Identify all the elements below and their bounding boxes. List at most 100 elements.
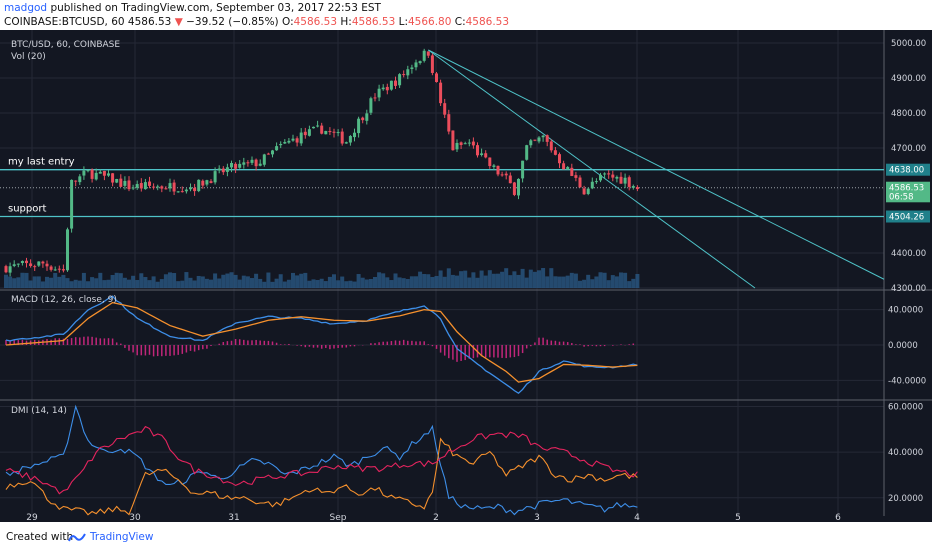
high-label: H:: [340, 16, 352, 28]
candle-body: [578, 177, 582, 188]
volume-bar: [196, 275, 201, 288]
candle-body: [635, 187, 639, 190]
volume-bar: [315, 280, 320, 288]
volume-bar: [131, 275, 136, 288]
time-tick: 2: [433, 513, 439, 522]
publisher-line: madgod published on TradingView.com, Sep…: [4, 2, 381, 14]
volume-bar: [192, 280, 197, 288]
candle-body: [295, 138, 299, 143]
price-label-bottom-bg: [886, 210, 930, 223]
volume-bar: [307, 280, 312, 288]
volume-bar: [233, 274, 238, 288]
volume-bar: [241, 275, 246, 288]
volume-bar: [414, 276, 418, 288]
candle-body: [631, 186, 635, 188]
tradingview-logo-icon: [68, 533, 86, 542]
volume-bar: [594, 276, 599, 288]
candle-body: [320, 125, 324, 134]
time-tick: 6: [835, 513, 841, 522]
candle-body: [414, 62, 418, 68]
volume-bar: [389, 280, 394, 288]
symbol-interval: COINBASE:BTCUSD, 60: [4, 16, 125, 28]
candle-body: [517, 178, 520, 196]
volume-bar: [172, 273, 177, 288]
candle-body: [49, 266, 53, 270]
volume-bar: [73, 279, 78, 288]
trendline-upper: [428, 49, 885, 280]
candle-body: [61, 269, 65, 271]
volume-bar: [348, 280, 353, 288]
volume-bar: [569, 272, 574, 288]
macd-tick: -40.0000: [888, 376, 926, 386]
volume-bar: [311, 279, 316, 288]
candle-body: [467, 142, 471, 144]
price-tick: 4800.00: [891, 109, 926, 119]
volume-bar: [487, 270, 492, 288]
volume-bar: [266, 272, 271, 288]
volume-bar: [483, 275, 488, 288]
candle-body: [361, 117, 365, 121]
author-link[interactable]: madgod: [4, 2, 48, 14]
volume-bar: [176, 281, 181, 288]
trendline-lower: [428, 49, 756, 289]
low-value: 4566.80: [407, 16, 452, 28]
price-label-last: 4586.53: [889, 184, 924, 194]
candle-body: [541, 135, 545, 138]
candle-body: [262, 154, 266, 165]
time-tick: 30: [129, 513, 141, 522]
candle-body: [549, 141, 553, 151]
volume-bar: [352, 281, 357, 288]
candle-body: [447, 114, 451, 132]
volume-bar: [446, 268, 451, 288]
candle-body: [119, 178, 123, 187]
volume-bar: [578, 280, 582, 288]
volume-bar: [602, 272, 607, 288]
candle-body: [529, 140, 533, 146]
candle-body: [545, 135, 549, 142]
candle-body: [496, 165, 500, 175]
candle-body: [508, 175, 512, 184]
candle-body: [594, 181, 598, 183]
candle-body: [53, 269, 57, 271]
candle-body: [25, 260, 28, 264]
chart-labels: BTC/USD, 60, COINBASE Vol (20) MACD (12,…: [11, 40, 120, 416]
candle-body: [398, 74, 402, 86]
chart-area[interactable]: my last entry support 5000.00 4900.00 4800.…: [0, 30, 932, 522]
candle-body: [459, 142, 463, 146]
candle-body: [131, 187, 135, 189]
candle-body: [303, 131, 307, 136]
volume-bar: [147, 280, 152, 288]
volume-bar: [381, 273, 386, 288]
volume-bar: [20, 272, 25, 288]
volume-bar: [49, 277, 54, 288]
candle-body: [492, 165, 496, 167]
candle-body: [37, 261, 41, 266]
chart-svg[interactable]: my last entry support 5000.00 4900.00 4800.…: [0, 30, 932, 522]
candle-body: [94, 172, 98, 180]
candle-body: [340, 131, 344, 144]
volume-bar: [479, 270, 484, 288]
macd-tick: 40.0000: [888, 306, 923, 316]
volume-bar: [409, 276, 414, 288]
volume-bar: [180, 280, 185, 288]
candle-body: [619, 176, 623, 184]
volume-bar: [565, 275, 570, 288]
time-tick: 5: [735, 513, 741, 522]
candle-body: [279, 143, 283, 146]
candle-body: [70, 179, 74, 229]
time-tick: 3: [534, 513, 540, 522]
tradingview-brand[interactable]: TradingView: [90, 531, 154, 543]
dmi-tick: 40.0000: [888, 448, 923, 458]
candle-body: [574, 175, 578, 178]
grid: [0, 30, 932, 516]
volume-bar: [557, 276, 562, 288]
candle-body: [156, 186, 160, 188]
candle-body: [135, 184, 139, 188]
volume-bar: [368, 279, 373, 288]
volume-bar: [549, 268, 554, 288]
volume-bar: [303, 272, 308, 288]
candle-body: [20, 261, 24, 264]
price-tick: 5000.00: [891, 39, 926, 49]
volume-bar: [385, 277, 390, 288]
volume-bar: [159, 279, 164, 288]
